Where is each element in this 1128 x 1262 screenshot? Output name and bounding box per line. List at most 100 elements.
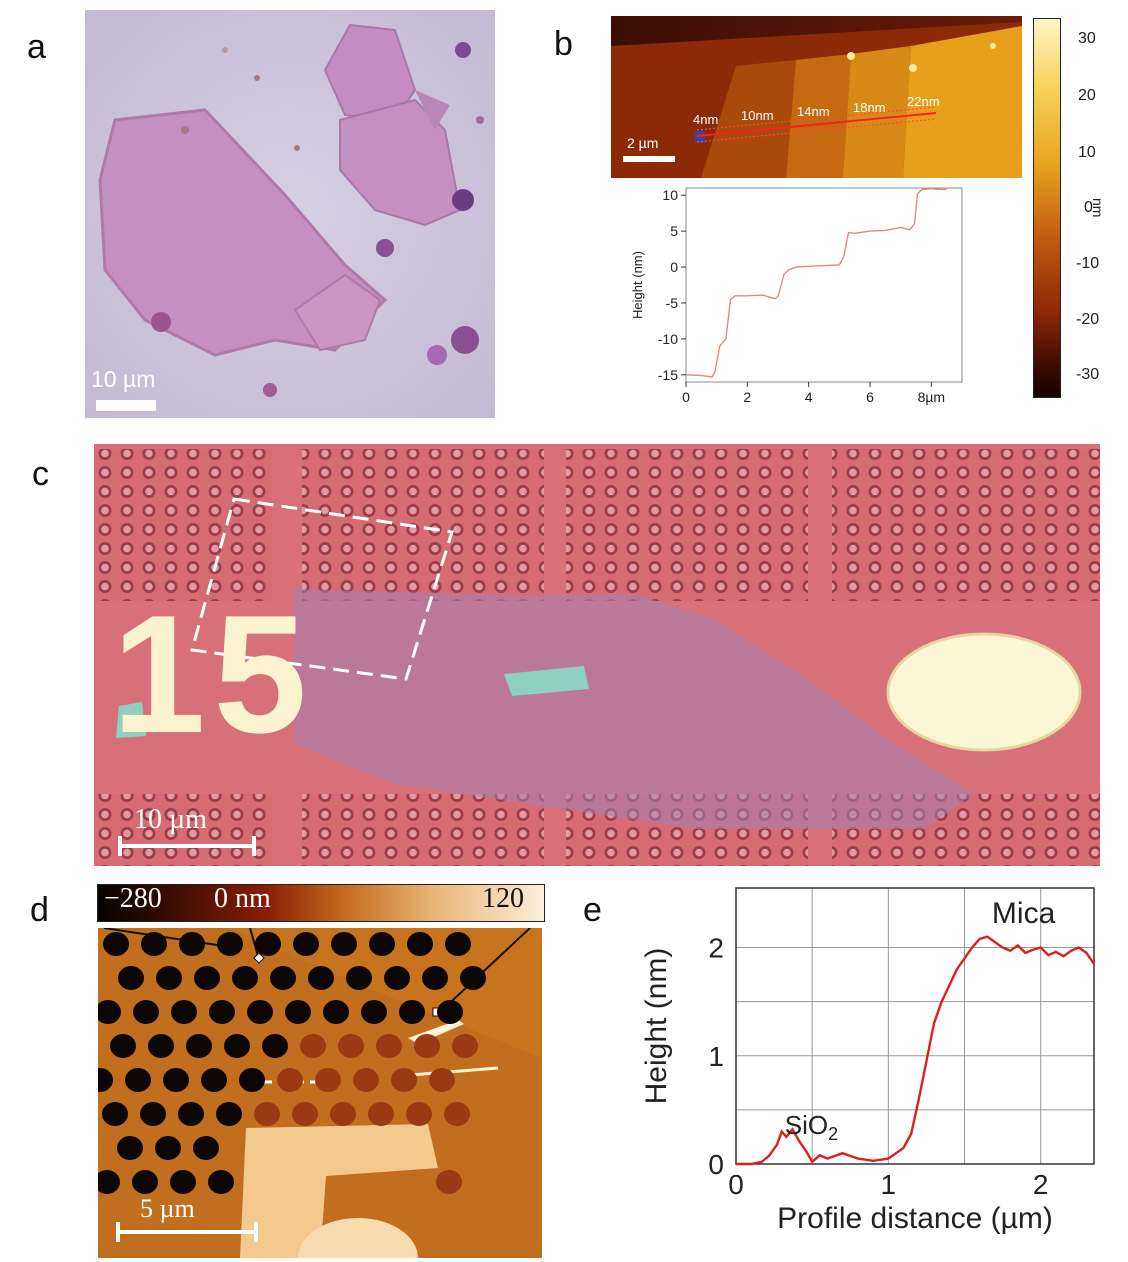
hole-dot [254, 1102, 280, 1126]
plot-frame [735, 887, 1095, 1165]
hole-dot [118, 966, 144, 990]
panel-b-step-label: 22nm [907, 94, 940, 109]
x-tick-label: 1 [881, 1169, 897, 1200]
colorbar-tick: -10 [1076, 255, 1100, 272]
hole-dot [155, 1136, 181, 1160]
hole-dot [361, 1000, 387, 1024]
hole-dot [133, 1000, 159, 1024]
hole-dot [216, 1102, 242, 1126]
panel-c-scale-bar [118, 844, 256, 848]
hole-dot [293, 932, 319, 956]
plot-frame [685, 187, 963, 383]
hole-dot [353, 1068, 379, 1092]
hole-dot [171, 1000, 197, 1024]
hole-dot [209, 1000, 235, 1024]
panel-d-colorbar-min: −280 [104, 883, 162, 914]
hole-dot [277, 1068, 303, 1092]
flake-bottom [293, 273, 382, 352]
profile-line [685, 187, 947, 378]
hole-dot [308, 966, 334, 990]
hole-dot [224, 1034, 250, 1058]
panel-b-scale-bar-label: 2 µm [627, 135, 659, 151]
hole-dot [217, 932, 243, 956]
colorbar-tick: 10 [1078, 144, 1096, 161]
y-tick-label: 1 [708, 1041, 724, 1072]
hole-dot [208, 1170, 234, 1194]
hole-dot [163, 1068, 189, 1092]
hole-dot [444, 1102, 470, 1126]
hole-dot [247, 1000, 273, 1024]
hole-dot [201, 1068, 227, 1092]
panel-label-c: c [32, 455, 49, 493]
annotation-mica: Mica [992, 897, 1056, 930]
panel-b-step-label: 10nm [741, 108, 774, 123]
y-tick-label: -10 [658, 331, 678, 347]
hole-dot [452, 1034, 478, 1058]
hole-dot [156, 966, 182, 990]
y-tick-label: 2 [708, 933, 724, 964]
hole-dot [460, 966, 486, 990]
hole-dot [125, 1068, 151, 1092]
hole-dot [102, 1102, 128, 1126]
hole-dot [98, 1068, 113, 1092]
panel-d-hole-array [98, 928, 542, 1258]
hole-dot [437, 1000, 463, 1024]
hole-dot [414, 1034, 440, 1058]
hole-dot [255, 932, 281, 956]
flake-large [98, 108, 388, 357]
panel-b-step-label: 18nm [853, 100, 886, 115]
colorbar-tick: -20 [1076, 311, 1100, 328]
hole-dot [232, 966, 258, 990]
hole-dot [270, 966, 296, 990]
hole-dot [368, 1102, 394, 1126]
hole-dot [194, 966, 220, 990]
hole-dot [141, 932, 167, 956]
hole-dot [148, 1034, 174, 1058]
y-axis-label: Height (nm) [630, 251, 645, 319]
y-tick-label: 0 [670, 259, 678, 275]
colorbar-tick: 30 [1078, 30, 1096, 47]
hole-dot [285, 1000, 311, 1024]
hole-dot [399, 1000, 425, 1024]
y-tick-label: -15 [658, 367, 678, 383]
hole-dot [338, 1034, 364, 1058]
y-tick-label: 5 [670, 223, 678, 239]
panel-b-colorbar-ticks: 30 20 10 0 -10 -20 -30 [1070, 18, 1110, 398]
hole-dot [384, 966, 410, 990]
panel-c-optical-image: 15 10 µm [94, 444, 1100, 866]
flake-right [339, 98, 462, 227]
x-axis-label: Profile distance (µm) [777, 1202, 1053, 1235]
hole-dot [193, 1136, 219, 1160]
hole-dot [376, 1034, 402, 1058]
panel-d-scale-bar [116, 1230, 258, 1234]
hole-dot [300, 1034, 326, 1058]
x-tick-label: 2 [743, 389, 751, 405]
x-tick-label: 6 [866, 389, 874, 405]
hole-dot [436, 1170, 462, 1194]
hole-dot [346, 966, 372, 990]
hole-dot [406, 1102, 432, 1126]
y-tick-label: -5 [666, 295, 679, 311]
panel-b-step-label: 4nm [693, 112, 719, 127]
hole-dot [179, 932, 205, 956]
hole-dot [323, 1000, 349, 1024]
x-tick-label: 8µm [918, 389, 946, 405]
hole-dot [186, 1034, 212, 1058]
panel-label-e: e [583, 891, 602, 929]
y-axis-label: Height (nm) [640, 948, 673, 1105]
y-tick-label: 10 [662, 187, 678, 203]
panel-a-optical-image: 10 µm [85, 10, 495, 418]
profile-line [736, 935, 1095, 1166]
panel-b-colorbar-unit: nm [1090, 198, 1106, 218]
hole-dot [369, 932, 395, 956]
hole-dot [110, 1034, 136, 1058]
panel-c-marker-number: 15 [112, 580, 315, 768]
panel-b-terraces [611, 16, 1022, 178]
hole-dot [330, 1102, 356, 1126]
panel-b-step-label: 14nm [797, 104, 830, 119]
hole-dot [407, 932, 433, 956]
annotation-sio2: SiO2 [785, 1110, 838, 1144]
panel-a-scale-bar [96, 400, 156, 411]
hole-dot [117, 1136, 143, 1160]
panel-c-substrate [94, 444, 1100, 866]
